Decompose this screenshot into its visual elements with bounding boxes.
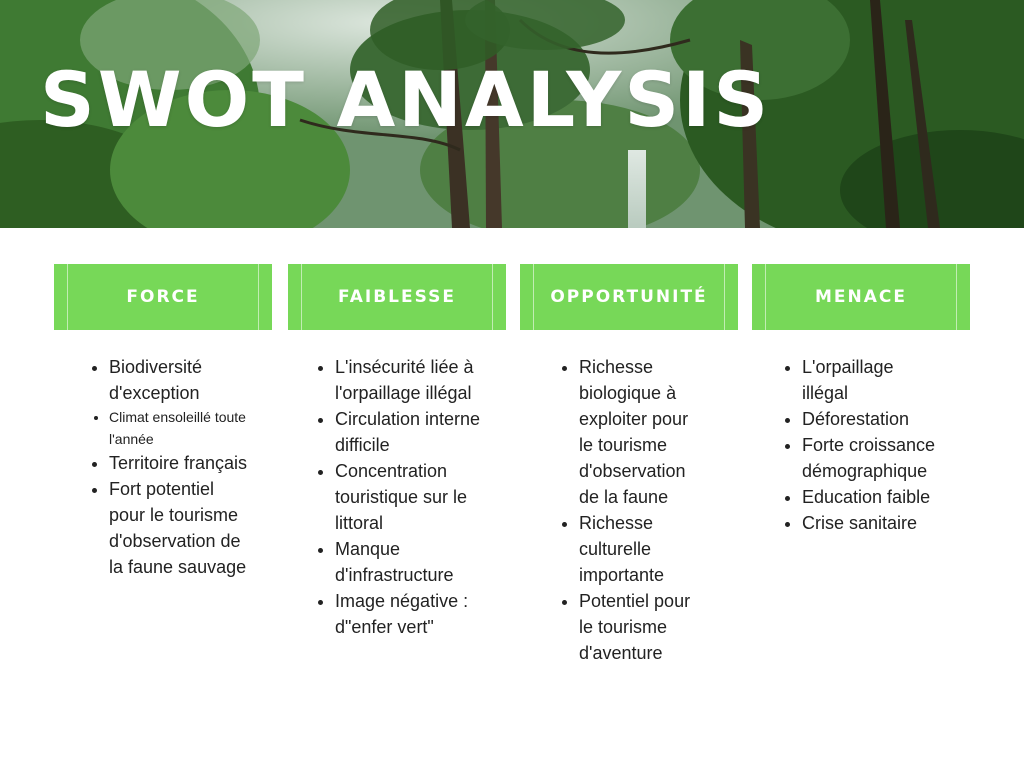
header-menace-label: MENACE [814,287,907,307]
list-item: L'insécurité liée à l'orpaillage illégal [335,354,481,406]
header-faiblesse: FAIBLESSE [288,264,506,330]
list-item: Richesse biologique à exploiter pour le … [579,354,701,510]
rainforest-image [0,0,1024,228]
list-item: Richesse culturelle importante [579,510,701,588]
header-force-label: FORCE [126,287,200,307]
list-item: L'orpaillage illégal [802,354,942,406]
page-title: SWOT ANALYSIS [40,55,772,144]
force-list: Biodiversité d'exception Climat ensoleil… [82,354,249,580]
list-item: Potentiel pour le tourisme d'aventure [579,588,701,666]
list-item: Circulation interne difficile [335,406,481,458]
header-menace: MENACE [752,264,970,330]
list-item: Climat ensoleillé toute l'année [109,406,249,450]
header-opportunite-label: OPPORTUNITÉ [550,287,708,307]
list-item: Concentration touristique sur le littora… [335,458,481,536]
list-item: Forte croissance démographique [802,432,942,484]
list-item: Manque d'infrastructure [335,536,481,588]
list-item: Education faible [802,484,942,510]
list-item: Biodiversité d'exception [109,354,249,406]
list-item: Crise sanitaire [802,510,942,536]
header-faiblesse-label: FAIBLESSE [338,287,456,307]
list-item: Territoire français [109,450,249,476]
list-item: Fort potentiel pour le tourisme d'observ… [109,476,249,580]
hero-banner: SWOT ANALYSIS [0,0,1024,228]
list-item: Image négative : d"enfer vert" [335,588,481,640]
header-opportunite: OPPORTUNITÉ [520,264,738,330]
header-force: FORCE [54,264,272,330]
faiblesse-list: L'insécurité liée à l'orpaillage illégal… [308,354,481,640]
opportunite-list: Richesse biologique à exploiter pour le … [552,354,701,666]
menace-list: L'orpaillage illégal Déforestation Forte… [775,354,942,536]
list-item: Déforestation [802,406,942,432]
